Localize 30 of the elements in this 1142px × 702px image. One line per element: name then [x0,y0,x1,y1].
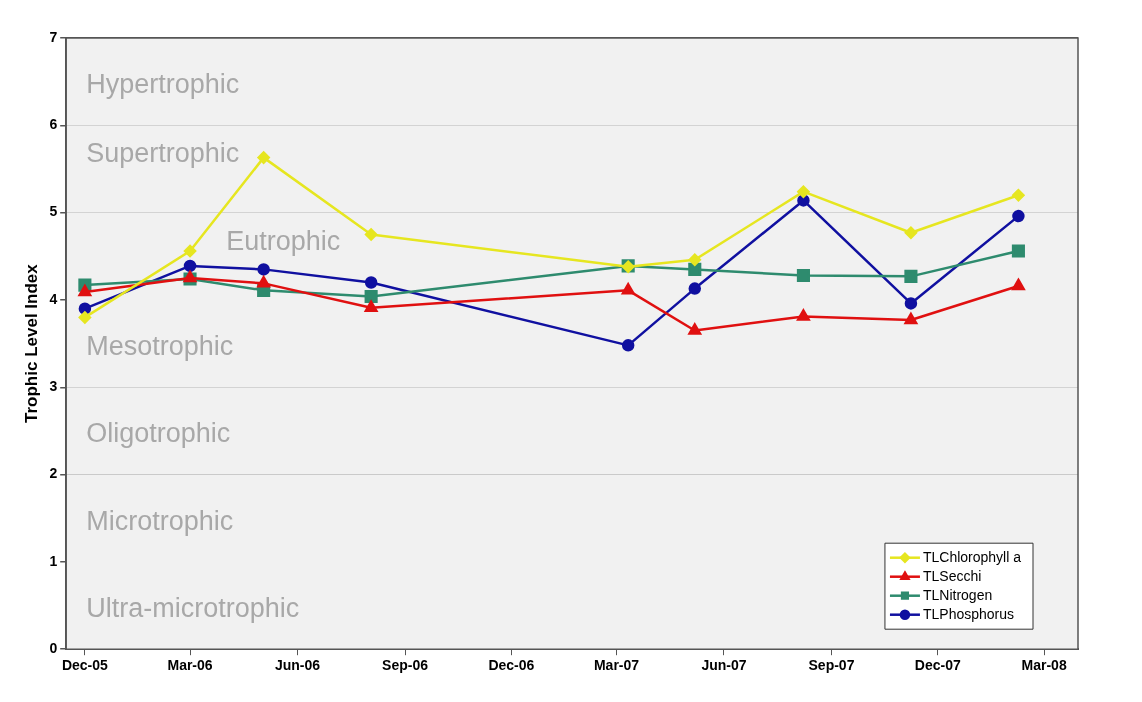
y-tick-label: 3 [49,378,58,395]
y-tick-label: 7 [49,28,58,45]
band-label: Hypertrophic [86,69,240,100]
y-tick-label: 5 [49,203,58,220]
x-tick-label: Jun-07 [701,657,747,674]
x-tick-label: Mar-06 [167,657,213,674]
band-label: Supertrophic [86,138,240,169]
legend-label: TLNitrogen [922,586,993,603]
band-label: Ultra-microtrophic [86,593,300,623]
legend-label: TLSecchi [922,567,982,584]
x-tick-label: Dec-05 [61,657,109,674]
band-label: Mesotrophic [86,331,234,362]
band-label: Oligotrophic [86,418,231,449]
y-tick-label: 1 [49,552,58,569]
x-tick-label: Sep-06 [382,657,429,674]
x-tick-label: Dec-07 [914,657,961,674]
y-axis-title: Trophic Level Index [21,263,41,423]
y-tick-label: 4 [49,290,58,307]
legend-label: TLChlorophyll a [922,548,1022,565]
x-tick-label: Jun-06 [274,657,321,674]
y-tick-label: 6 [49,116,58,133]
band-label: Eutrophic [226,225,341,256]
y-tick-label: 0 [49,640,58,657]
x-tick-label: Dec-06 [488,657,535,674]
x-tick-label: Sep-07 [808,657,855,674]
legend-label: TLPhosphorus [922,605,1015,622]
x-tick-label: Mar-08 [1021,657,1067,674]
band-label: Microtrophic [86,505,234,536]
x-tick-label: Mar-07 [593,657,640,674]
y-tick-label: 2 [49,465,58,482]
